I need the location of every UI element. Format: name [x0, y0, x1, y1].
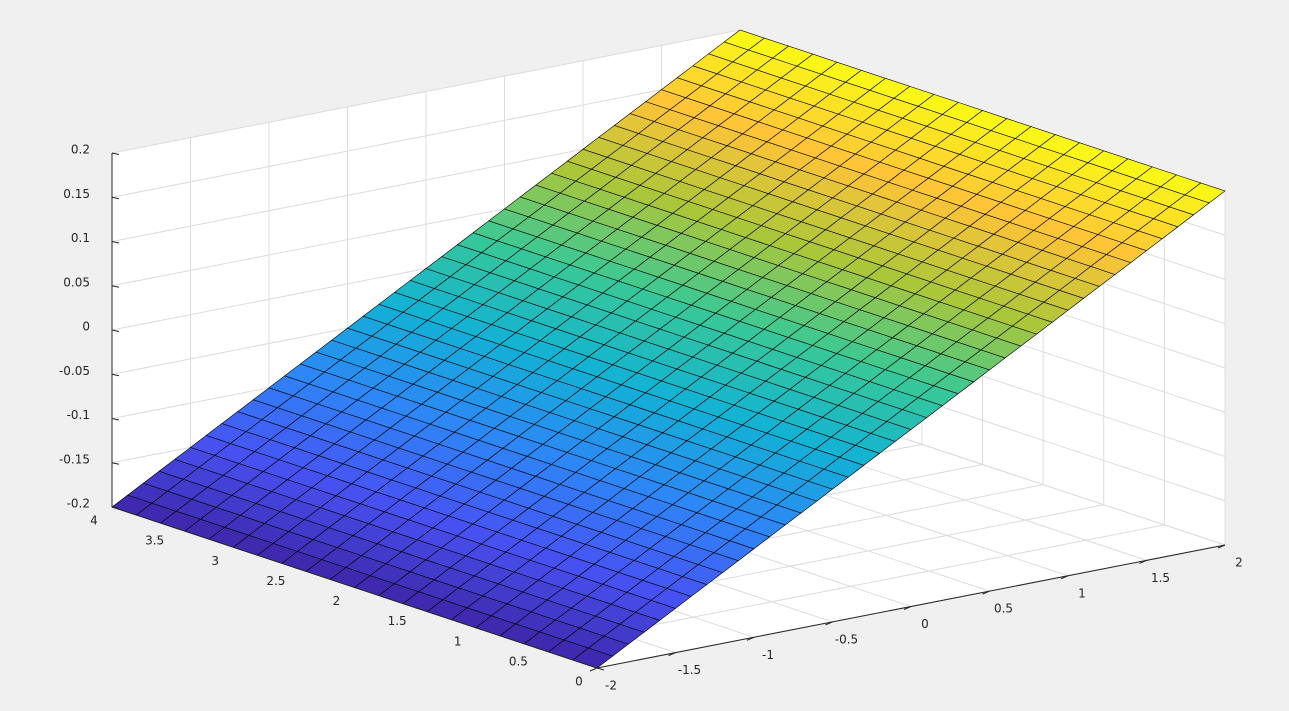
x-tick: [903, 606, 912, 610]
z-tick: [111, 152, 120, 155]
y-tick-label: 3.5: [145, 534, 164, 548]
y-tick-label: 3: [211, 554, 219, 568]
grid-line: [111, 29, 741, 154]
x-tick: [746, 636, 755, 641]
grid-line: [111, 73, 741, 198]
z-tick-label: 0.05: [63, 275, 90, 289]
y-tick: [293, 566, 302, 570]
x-tick: [1217, 544, 1226, 549]
y-tick: [536, 647, 544, 651]
x-tick-label: 0: [921, 617, 929, 631]
z-tick-label: -0.05: [59, 364, 90, 378]
y-tick-label: 2: [333, 594, 341, 608]
z-tick-label: 0.15: [63, 187, 90, 201]
x-tick: [668, 652, 676, 657]
x-tick-label: 2: [1235, 556, 1243, 570]
x-tick-label: -1.5: [678, 663, 701, 677]
y-tick-label: 1.5: [388, 614, 407, 628]
z-tick: [111, 285, 120, 288]
y-tick: [354, 587, 362, 590]
y-tick: [414, 607, 423, 611]
x-tick-label: -2: [605, 679, 617, 693]
z-tick: [111, 462, 120, 465]
z-tick-label: -0.15: [59, 452, 90, 466]
z-tick: [111, 329, 120, 332]
y-tick-label: 4: [90, 514, 98, 528]
x-tick-label: 0.5: [994, 602, 1013, 616]
y-tick-label: 0.5: [509, 654, 528, 668]
y-tick-label: 2.5: [266, 574, 285, 588]
y-tick: [596, 667, 605, 671]
x-tick: [589, 667, 598, 672]
y-tick: [233, 546, 241, 550]
x-tick: [825, 621, 833, 626]
z-tick-label: 0: [82, 320, 90, 334]
surface-patch: [1184, 182, 1226, 204]
z-tick-label: -0.1: [67, 408, 90, 422]
x-tick: [1060, 575, 1069, 580]
z-tick-label: -0.2: [67, 497, 90, 511]
x-tick: [1139, 559, 1147, 564]
x-tick-label: 1: [1078, 586, 1086, 600]
z-tick: [111, 196, 120, 200]
z-tick: [111, 418, 120, 421]
z-tick-label: 0.1: [71, 231, 90, 245]
y-tick-label: 1: [454, 634, 462, 648]
x-tick-label: -1: [762, 648, 774, 662]
y-tick: [172, 526, 180, 530]
y-tick: [475, 627, 483, 631]
z-tick: [111, 373, 120, 377]
z-tick-label: 0.2: [71, 143, 90, 157]
z-tick: [111, 506, 120, 509]
x-tick: [982, 590, 990, 595]
x-tick-label: 1.5: [1151, 571, 1170, 585]
z-tick: [111, 241, 120, 244]
y-tick-label: 0: [575, 675, 583, 689]
x-tick-label: -0.5: [835, 632, 858, 646]
